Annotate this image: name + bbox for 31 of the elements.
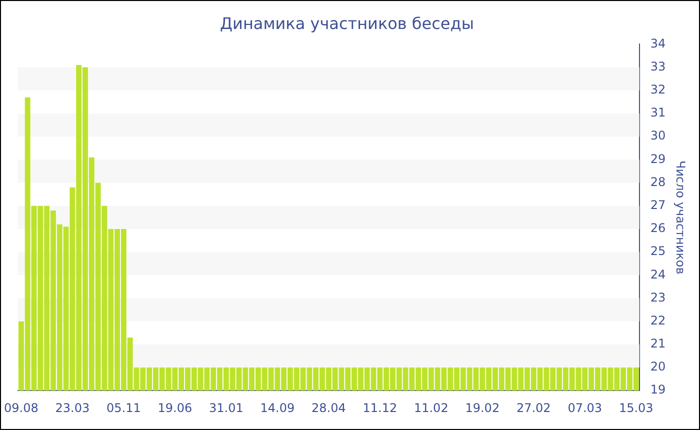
x-tick-label: 27.02 [516, 400, 551, 415]
y-tick-label: 33 [650, 59, 666, 74]
x-tick-label: 14.09 [260, 400, 295, 415]
y-tick-label: 26 [650, 221, 666, 236]
y-tick-label: 23 [650, 290, 666, 304]
x-tick-label: 11.12 [362, 400, 398, 415]
y-tick-label: 21 [650, 336, 666, 351]
y-tick-label: 27 [650, 198, 666, 212]
y-tick-label: 34 [650, 36, 666, 50]
y-tick-label: 28 [650, 174, 666, 189]
y-tick-label: 22 [650, 313, 666, 328]
y-tick-label: 30 [650, 128, 666, 143]
x-tick-label: 09.08 [4, 400, 38, 415]
y-tick-label: 31 [650, 106, 666, 120]
x-tick-label: 19.06 [158, 400, 192, 415]
y-tick-label: 24 [650, 267, 666, 282]
x-tick-label: 15.03 [618, 400, 654, 415]
y-tick-label: 32 [650, 82, 666, 97]
y-tick-label: 29 [650, 152, 666, 166]
x-tick-label: 19.02 [465, 400, 500, 415]
x-tick-label: 31.01 [208, 400, 244, 415]
x-tick-label: 11.02 [414, 400, 448, 415]
x-tick-label: 05.11 [106, 400, 141, 415]
y-tick-label: 19 [650, 382, 666, 397]
y-tick-label: 25 [650, 244, 666, 258]
x-tick-label: 28.04 [311, 400, 346, 415]
chart-title: Динамика участников беседы [220, 14, 474, 33]
x-tick-label: 23.03 [55, 400, 90, 415]
x-tick-label: 07.03 [568, 400, 602, 415]
y-axis-title: Число участников [674, 160, 688, 274]
y-tick-label: 20 [650, 360, 666, 374]
